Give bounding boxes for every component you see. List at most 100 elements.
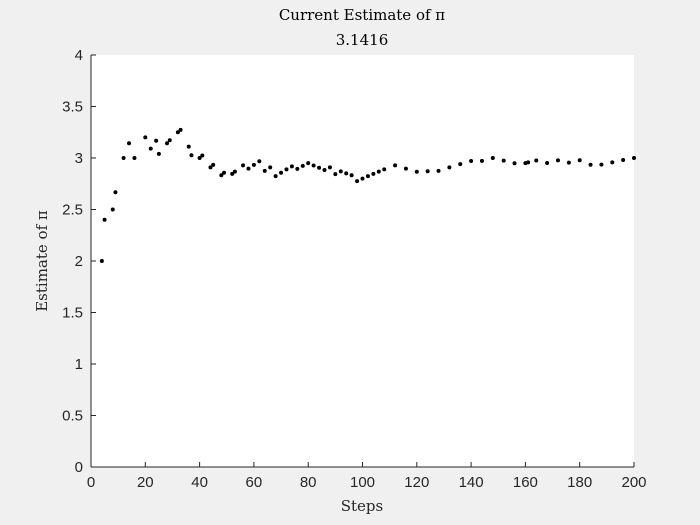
- x-tick-label: 0: [87, 474, 95, 491]
- x-tick-label: 100: [350, 474, 375, 491]
- y-tick-label: 3: [75, 150, 83, 167]
- y-tick-label: 2.5: [62, 202, 83, 219]
- data-point: [232, 169, 237, 174]
- data-point: [469, 158, 474, 163]
- y-tick-label: 3.5: [62, 99, 83, 116]
- x-tick-label: 20: [137, 474, 154, 491]
- data-point: [393, 163, 398, 168]
- data-point: [425, 169, 430, 174]
- data-point: [289, 164, 294, 169]
- x-tick-label: 180: [567, 474, 592, 491]
- data-point: [355, 179, 360, 184]
- x-tick-label: 120: [404, 474, 429, 491]
- y-tick-label: 4: [75, 47, 83, 64]
- data-point: [479, 158, 484, 163]
- data-point: [246, 166, 251, 171]
- data-point: [186, 144, 191, 149]
- data-point: [414, 169, 419, 174]
- data-point: [102, 217, 107, 222]
- data-point: [610, 160, 615, 165]
- y-tick-label: 1: [75, 356, 83, 373]
- data-point: [534, 158, 539, 163]
- data-point: [365, 174, 370, 179]
- data-point: [230, 171, 235, 176]
- data-point: [555, 158, 560, 163]
- data-point: [599, 162, 604, 167]
- data-point: [200, 153, 205, 158]
- data-point: [113, 190, 118, 195]
- data-point: [327, 165, 332, 170]
- data-point: [382, 167, 387, 172]
- data-point: [311, 163, 316, 168]
- data-point: [99, 259, 104, 263]
- data-point: [273, 174, 278, 179]
- y-tick-label: 0.5: [62, 408, 83, 425]
- data-point: [175, 130, 180, 135]
- data-point: [257, 159, 262, 164]
- y-axis-label: Estimate of π: [33, 210, 51, 312]
- data-point: [219, 173, 224, 178]
- data-point: [121, 156, 126, 160]
- y-tick-label: 1.5: [62, 305, 83, 322]
- data-point: [317, 165, 322, 170]
- data-point: [132, 156, 137, 160]
- data-point: [241, 163, 246, 168]
- x-tick-label: 40: [191, 474, 208, 491]
- chart-title: Current Estimate of π: [279, 6, 445, 24]
- data-point: [222, 170, 227, 175]
- x-tick-label: 200: [621, 474, 646, 491]
- data-point: [322, 167, 327, 172]
- data-point: [490, 156, 495, 160]
- plot-area: [91, 55, 634, 467]
- data-point: [262, 168, 267, 173]
- data-point: [512, 161, 517, 166]
- y-tick-label: 2: [75, 253, 83, 270]
- data-point: [344, 171, 349, 176]
- data-point: [360, 176, 365, 181]
- data-point: [577, 158, 582, 163]
- data-point: [338, 169, 343, 174]
- data-point: [376, 169, 381, 174]
- data-point: [458, 162, 463, 167]
- data-point: [154, 138, 159, 143]
- x-tick-label: 60: [246, 474, 263, 491]
- data-point: [566, 160, 571, 165]
- x-tick-label: 80: [300, 474, 317, 491]
- data-point: [545, 160, 550, 165]
- data-point: [208, 165, 213, 170]
- data-point: [251, 162, 256, 167]
- data-point: [279, 170, 284, 175]
- data-point: [447, 165, 452, 170]
- data-point: [526, 160, 531, 165]
- data-point: [295, 166, 300, 171]
- data-point: [501, 158, 506, 163]
- data-point: [632, 156, 636, 160]
- data-point: [165, 141, 170, 146]
- data-point: [588, 162, 593, 167]
- data-point: [197, 156, 202, 160]
- data-point: [403, 166, 408, 171]
- data-point: [156, 151, 161, 156]
- data-point: [306, 161, 311, 166]
- data-point: [333, 172, 338, 177]
- data-point: [284, 167, 289, 172]
- data-point: [127, 141, 132, 146]
- x-tick-label: 160: [513, 474, 538, 491]
- data-point: [167, 138, 172, 143]
- data-point: [178, 127, 183, 132]
- data-point: [148, 146, 153, 151]
- y-tick-label: 0: [75, 459, 83, 476]
- data-point: [110, 207, 115, 212]
- x-axis-label: Steps: [341, 497, 383, 515]
- data-point: [349, 173, 354, 178]
- data-point: [189, 153, 194, 158]
- x-tick-label: 140: [459, 474, 484, 491]
- data-point: [143, 135, 148, 140]
- chart-subtitle: 3.1416: [336, 31, 389, 49]
- data-point: [621, 158, 626, 163]
- data-point: [268, 165, 273, 170]
- data-point: [436, 168, 441, 173]
- data-point: [371, 171, 376, 176]
- data-point: [300, 163, 305, 168]
